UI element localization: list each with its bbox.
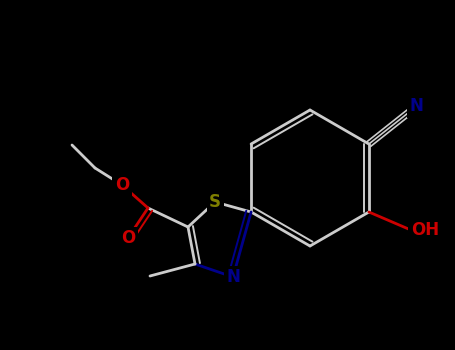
Text: O: O [115,176,129,194]
Text: N: N [410,97,424,115]
Text: OH: OH [411,221,439,239]
Text: N: N [226,268,240,286]
Text: O: O [121,229,135,247]
Text: S: S [209,193,221,211]
